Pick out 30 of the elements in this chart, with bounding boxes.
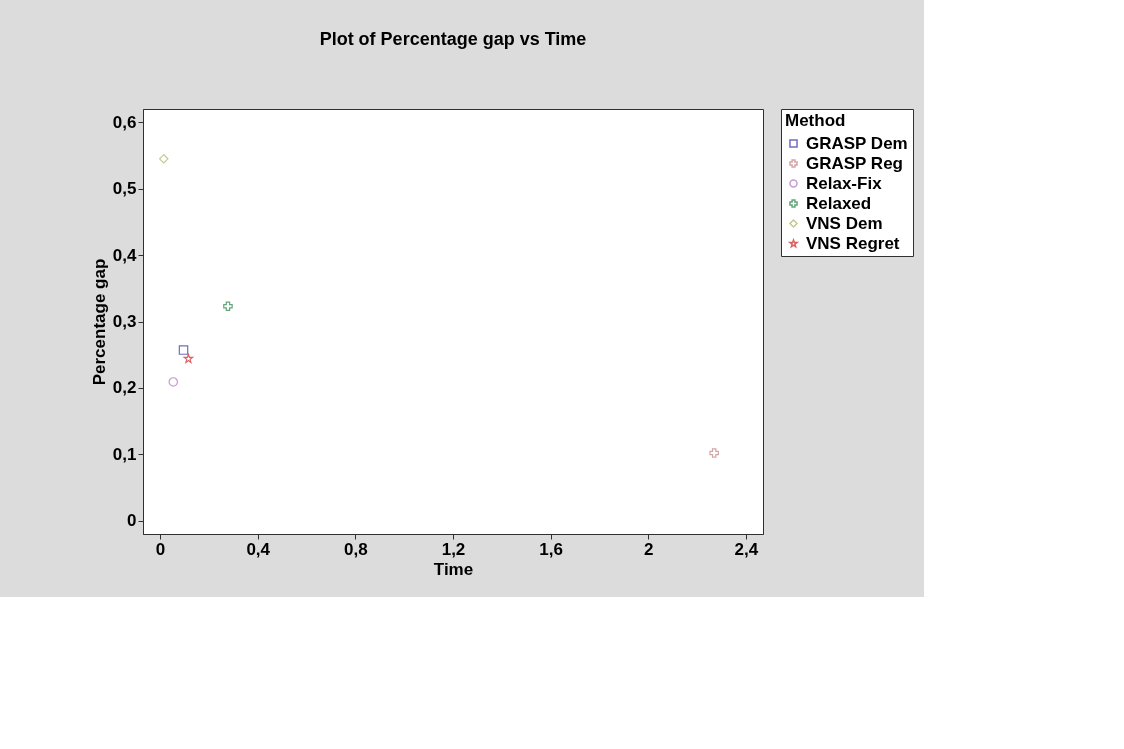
- legend-title: Method: [785, 111, 846, 130]
- x-axis-title: Time: [433, 559, 474, 579]
- point: [178, 345, 189, 355]
- chart-title: Plot of Percentage gap vs Time: [319, 28, 587, 49]
- point: [183, 353, 194, 364]
- y-axis-title: Percentage gap: [89, 258, 109, 386]
- legend-label: GRASP Reg: [806, 153, 903, 173]
- point: [709, 448, 719, 458]
- x-tick-label: 2,4: [734, 539, 759, 559]
- x-tick-label: 1,6: [539, 539, 563, 559]
- x-tick-label: 0,4: [246, 539, 271, 559]
- point: [168, 377, 179, 387]
- y-tick-label: 0,4: [112, 245, 138, 265]
- y-tick-label: 0: [127, 511, 137, 531]
- x-tick-label: 0,8: [344, 539, 368, 559]
- x-tick-label: 2: [644, 539, 654, 559]
- x-tick-label: 1,2: [441, 539, 466, 559]
- y-tick-label: 0,2: [112, 378, 137, 398]
- legend-label: Relaxed: [806, 193, 872, 213]
- y-tick-label: 0,5: [112, 179, 137, 199]
- legend-label: GRASP Dem: [806, 133, 908, 153]
- y-tick-label: 0,3: [112, 312, 137, 331]
- y-tick-label: 0,1: [112, 444, 137, 464]
- legend-label: VNS Dem: [806, 213, 883, 233]
- y-tick-label: 0,6: [112, 112, 137, 132]
- legend-label: Relax-Fix: [806, 173, 883, 193]
- point: [223, 301, 233, 312]
- point: [158, 154, 169, 164]
- x-tick-label: 0: [155, 539, 166, 559]
- legend-label: VNS Regret: [806, 233, 900, 253]
